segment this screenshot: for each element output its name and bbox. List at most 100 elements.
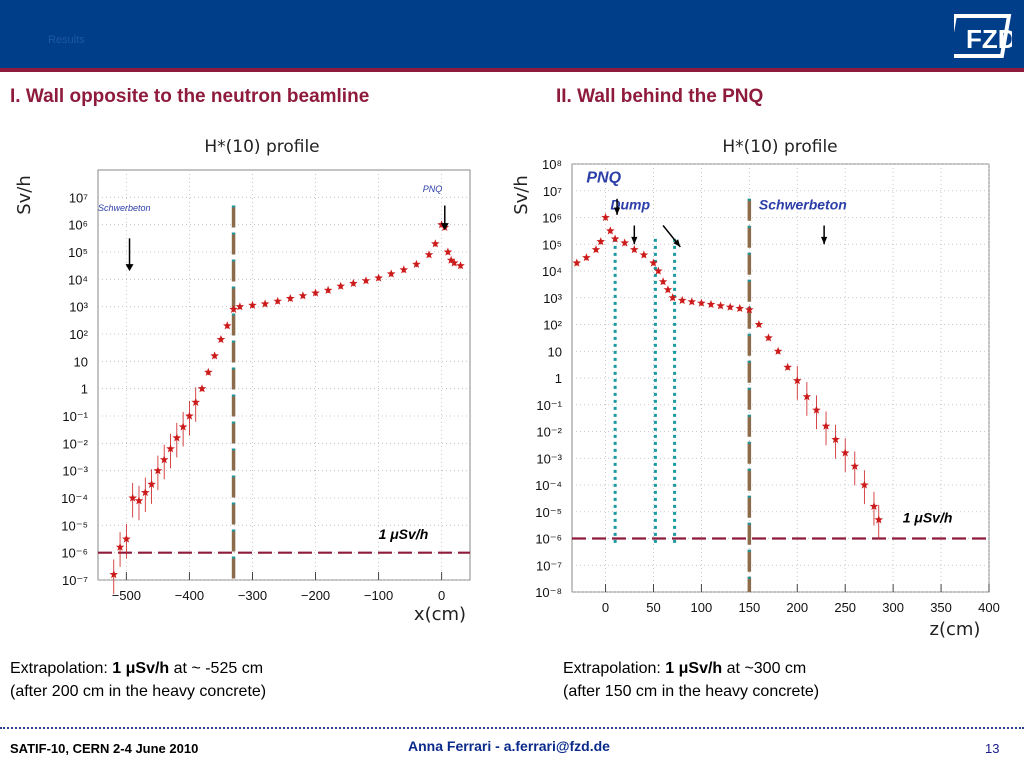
y-tick-label: 10⁻⁸ [535, 585, 562, 600]
title-bar: Results FZD [0, 0, 1024, 68]
data-point [793, 376, 802, 385]
annotation-label: Dump [610, 196, 650, 212]
arrow-head-icon [125, 264, 134, 272]
data-point [591, 245, 601, 254]
data-point [802, 392, 812, 401]
data-point [716, 301, 725, 310]
data-point [582, 253, 591, 262]
y-tick-label: 10⁻¹ [62, 409, 88, 424]
data-point [191, 397, 200, 406]
data-point [654, 266, 663, 275]
y-tick-label: 10³ [69, 300, 88, 315]
data-point [764, 333, 773, 342]
data-point [446, 255, 456, 264]
y-tick-label: 10 [548, 344, 562, 359]
data-point [260, 299, 270, 308]
y-axis-label: Sv/h [14, 175, 35, 215]
x-tick-label: −500 [112, 588, 141, 603]
x-tick-label: 300 [882, 600, 904, 615]
y-tick-label: 10⁵ [542, 237, 562, 252]
annotation-label: PNQ [423, 184, 443, 194]
data-point [821, 421, 831, 430]
data-point [386, 269, 396, 278]
y-tick-label: 10⁻⁷ [62, 573, 88, 588]
y-tick-label: 10 [74, 354, 88, 369]
caption-right-line2: (after 150 cm in the heavy concrete) [563, 683, 820, 700]
caption-right-bold: 1 μSv/h [665, 660, 723, 677]
x-tick-label: −300 [238, 588, 267, 603]
y-tick-label: 10⁶ [542, 211, 562, 226]
data-point [349, 278, 358, 288]
caption-left: Extrapolation: 1 μSv/h at ~ -525 cm (aft… [10, 657, 266, 703]
data-point [248, 300, 257, 309]
caption-right: Extrapolation: 1 μSv/h at ~300 cm (after… [563, 657, 819, 703]
x-tick-label: −100 [364, 588, 393, 603]
caption-left-prefix: Extrapolation: [10, 660, 113, 677]
y-tick-label: 10⁸ [542, 157, 562, 172]
data-point [128, 493, 137, 502]
data-point [361, 276, 371, 285]
data-point [216, 335, 226, 344]
data-point [147, 479, 156, 488]
y-tick-label: 10⁻⁵ [535, 505, 562, 520]
y-tick-label: 1 [555, 371, 562, 386]
x-tick-label: 0 [602, 600, 609, 615]
data-point [311, 288, 320, 297]
data-point [197, 384, 207, 393]
x-tick-label: −400 [175, 588, 204, 603]
data-point [620, 238, 629, 247]
x-tick-label: 0 [438, 588, 445, 603]
x-tick-label: 250 [834, 600, 856, 615]
arrow-head-icon [631, 236, 638, 245]
page-number: 13 [985, 741, 1000, 756]
y-tick-label: 10⁻³ [536, 451, 562, 466]
data-point [336, 281, 345, 290]
data-point [178, 422, 188, 431]
chart-title: H*(10) profile [204, 137, 319, 157]
footer-author: Anna Ferrari - a.ferrari@fzd.de [408, 738, 610, 754]
x-tick-label: 50 [646, 600, 660, 615]
y-tick-label: 10⁷ [69, 190, 88, 205]
y-tick-label: 10⁴ [542, 264, 562, 279]
data-point [725, 302, 735, 311]
y-tick-label: 1 [81, 382, 88, 397]
y-tick-label: 10⁴ [68, 272, 88, 287]
data-point [678, 295, 687, 305]
data-point [783, 362, 792, 371]
chart-right: 10⁻⁸ 10⁻⁷ 10⁻⁶ 10⁻⁵ 10⁻⁴ 10⁻³ 10⁻² 10⁻¹ 1 10 10² 10… [511, 137, 1000, 640]
data-point [450, 258, 459, 267]
data-point [298, 291, 308, 300]
data-point [658, 277, 668, 286]
annotation-label: 1 μSv/h [379, 526, 429, 542]
data-point [115, 542, 125, 551]
data-point [412, 259, 421, 268]
annotation-label: Schwerbeton [759, 196, 847, 212]
data-point [850, 461, 860, 470]
title-underline [0, 68, 1024, 72]
data-point [153, 466, 163, 475]
data-point [831, 435, 840, 444]
caption-left-suffix: at ~ -525 cm [169, 660, 264, 677]
arrow-head-icon [440, 223, 449, 231]
caption-right-prefix: Extrapolation: [563, 660, 666, 677]
data-point [735, 303, 744, 313]
caption-right-suffix: at ~300 cm [722, 660, 807, 677]
data-point [122, 534, 131, 543]
y-tick-label: 10⁻⁵ [61, 518, 88, 533]
data-point [649, 258, 658, 267]
data-point [109, 570, 118, 579]
data-point [572, 258, 582, 267]
y-tick-label: 10⁻⁶ [535, 532, 562, 547]
data-point [235, 302, 245, 311]
data-point [840, 448, 850, 457]
x-axis-label: z(cm) [930, 619, 981, 640]
data-point [134, 496, 144, 505]
y-axis-label: Sv/h [511, 175, 532, 215]
data-point [663, 285, 673, 294]
y-tick-label: 10⁻¹ [536, 398, 562, 413]
annotation-label: 1 μSv/h [903, 509, 953, 525]
caption-left-line2: (after 200 cm in the heavy concrete) [10, 683, 267, 700]
plot-frame [97, 169, 471, 581]
y-tick-label: 10⁻⁴ [61, 491, 88, 506]
data-point [745, 305, 754, 314]
